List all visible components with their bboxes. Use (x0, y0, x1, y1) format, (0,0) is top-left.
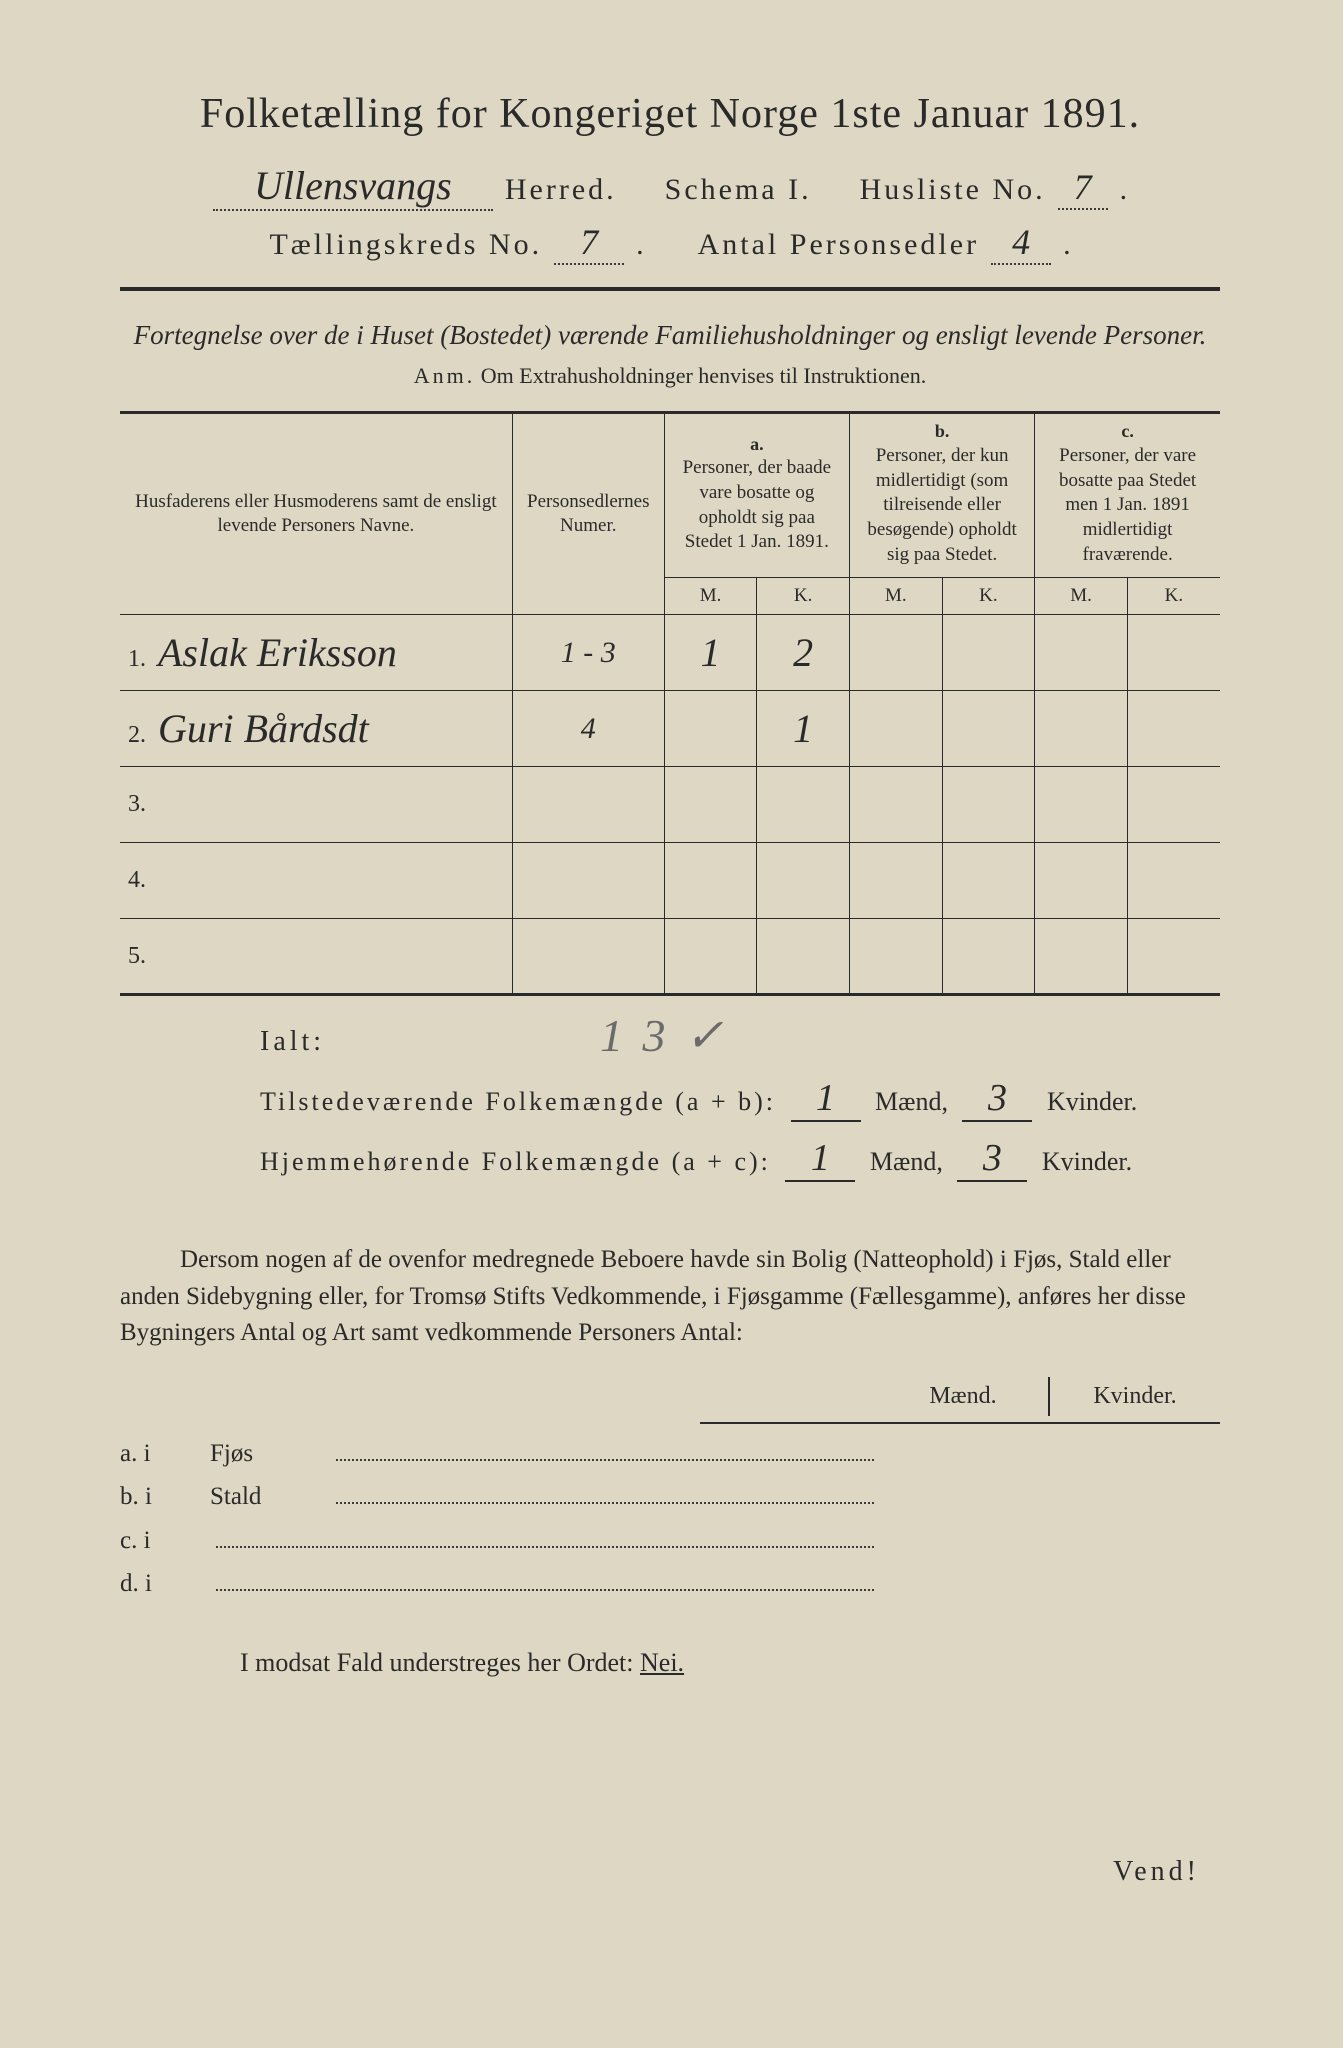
th-a-k: K. (757, 577, 850, 615)
mk-header: Mænd. Kvinder. (120, 1377, 1220, 1416)
building-list: a. i Fjøs b. i Stald c. i d. i (120, 1438, 1220, 1598)
list-item: d. i (120, 1569, 1220, 1599)
header-line-2: Tællingskreds No. 7 . Antal Personsedler… (120, 221, 1220, 265)
l1-k: 3 (962, 1076, 1032, 1122)
subtitle: Fortegnelse over de i Huset (Bostedet) v… (120, 317, 1220, 353)
l1-m: 1 (791, 1076, 861, 1122)
instruction-paragraph: Dersom nogen af de ovenfor medregnede Be… (120, 1242, 1220, 1351)
period: . (1120, 173, 1128, 207)
row1-name: Aslak Eriksson (158, 630, 397, 675)
rule-1 (120, 287, 1220, 291)
census-table: Husfaderens eller Husmoderens samt de en… (120, 411, 1220, 996)
sum-row-2: Hjemmehørende Folkemængde (a + c): 1 Mæn… (260, 1136, 1220, 1182)
table-row: 2. Guri Bårdsdt 4 1 (120, 691, 1220, 767)
row1-ak: 2 (757, 615, 850, 691)
pencil-note: 1 3 ✓ (600, 1008, 728, 1062)
l2-m: 1 (785, 1136, 855, 1182)
th-b: b. Personer, der kun midlertidigt (som t… (849, 413, 1034, 573)
row1-am: 1 (664, 615, 757, 691)
list-item: a. i Fjøs (120, 1438, 1220, 1468)
table-row: 1. Aslak Eriksson 1 - 3 1 2 (120, 615, 1220, 691)
list-item: c. i (120, 1525, 1220, 1555)
th-num: Personsedlernes Numer. (512, 413, 664, 615)
final-line: I modsat Fald understreges her Ordet: Ne… (120, 1648, 1220, 1678)
th-c-k: K. (1127, 577, 1220, 615)
maend-header: Mænd. (878, 1377, 1048, 1416)
sum-row-1: Tilstedeværende Folkemængde (a + b): 1 M… (260, 1076, 1220, 1122)
ialt-label: Ialt: 1 3 ✓ (260, 1026, 1220, 1058)
kreds-value: 7 (554, 221, 624, 265)
kvinder-header: Kvinder. (1050, 1377, 1220, 1416)
th-a: a. Personer, der baade vare bosatte og o… (664, 413, 849, 573)
antal-label: Antal Personsedler (698, 228, 979, 262)
nei-word: Nei. (640, 1648, 684, 1677)
anm-line: Anm. Om Extrahusholdninger henvises til … (120, 363, 1220, 389)
husliste-label: Husliste No. (860, 173, 1046, 207)
antal-value: 4 (991, 221, 1051, 265)
table-row: 3. (120, 767, 1220, 843)
table-row: 5. (120, 919, 1220, 995)
th-name: Husfaderens eller Husmoderens samt de en… (120, 413, 512, 615)
row2-num: 4 (512, 691, 664, 767)
row2-ak: 1 (757, 691, 850, 767)
l2-k: 3 (957, 1136, 1027, 1182)
census-form-page: Folketælling for Kongeriget Norge 1ste J… (120, 90, 1220, 1678)
th-c: c. Personer, der vare bosatte paa Stedet… (1035, 413, 1220, 573)
kreds-label: Tællingskreds No. (269, 228, 542, 262)
husliste-value: 7 (1058, 166, 1108, 210)
mk-rule (700, 1422, 1220, 1424)
th-c-m: M. (1035, 577, 1128, 615)
header-line-1: Ullensvangs Herred. Schema I. Husliste N… (120, 162, 1220, 211)
herred-value: Ullensvangs (213, 162, 493, 211)
vend-label: Vend! (1113, 1856, 1200, 1888)
totals-block: Ialt: 1 3 ✓ Tilstedeværende Folkemængde … (120, 1026, 1220, 1182)
th-b-k: K. (942, 577, 1035, 615)
row1-num: 1 - 3 (512, 615, 664, 691)
page-title: Folketælling for Kongeriget Norge 1ste J… (120, 90, 1220, 138)
anm-label: Anm. (414, 363, 476, 388)
schema-label: Schema I. (665, 173, 812, 207)
row2-name: Guri Bårdsdt (158, 706, 369, 751)
th-b-m: M. (849, 577, 942, 615)
herred-label: Herred. (505, 173, 617, 207)
anm-text: Om Extrahusholdninger henvises til Instr… (481, 363, 926, 388)
table-row: 4. (120, 843, 1220, 919)
th-a-m: M. (664, 577, 757, 615)
list-item: b. i Stald (120, 1482, 1220, 1512)
